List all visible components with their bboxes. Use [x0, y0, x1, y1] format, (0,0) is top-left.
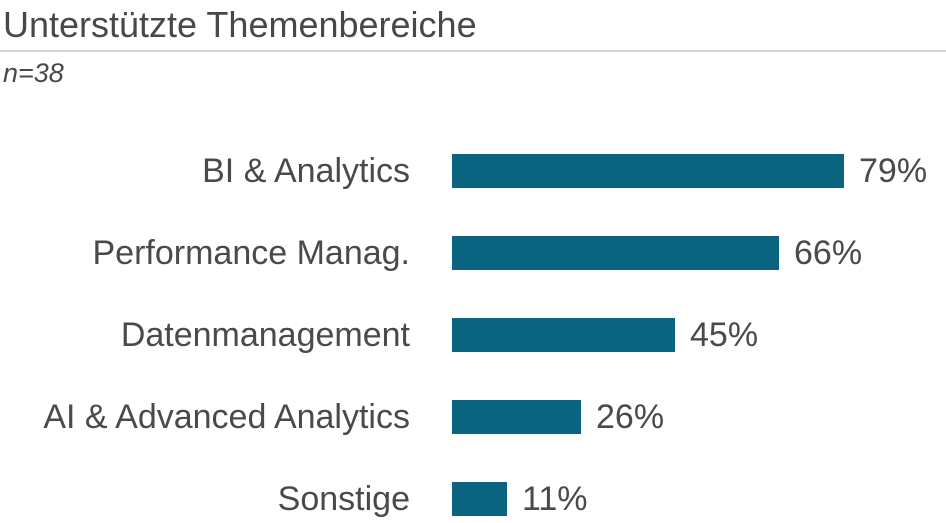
bar — [452, 154, 844, 188]
bar — [452, 236, 779, 270]
title-divider — [0, 50, 946, 52]
bar — [452, 318, 675, 352]
value-label: 45% — [690, 315, 759, 354]
value-label: 66% — [794, 233, 863, 272]
bar — [452, 482, 507, 516]
value-label: 26% — [596, 397, 665, 436]
value-label: 79% — [859, 151, 928, 190]
category-label: Performance Manag. — [92, 233, 411, 272]
value-label: 11% — [522, 479, 588, 518]
bar-row: Datenmanagement 45% — [0, 294, 946, 376]
category-label: BI & Analytics — [202, 151, 410, 190]
bar-row: BI & Analytics 79% — [0, 130, 946, 212]
bar — [452, 400, 581, 434]
bar-row: Performance Manag. 66% — [0, 212, 946, 294]
sample-size-label: n=38 — [3, 58, 64, 88]
category-label: Sonstige — [277, 479, 410, 518]
chart-title: Unterstützte Themenbereiche — [3, 4, 477, 45]
plot-area: BI & Analytics 79% Performance Manag. 66… — [0, 130, 946, 523]
category-label: AI & Advanced Analytics — [43, 397, 410, 436]
bar-row: AI & Advanced Analytics 26% — [0, 376, 946, 458]
bar-row: Sonstige 11% — [0, 458, 946, 523]
category-label: Datenmanagement — [120, 315, 410, 354]
